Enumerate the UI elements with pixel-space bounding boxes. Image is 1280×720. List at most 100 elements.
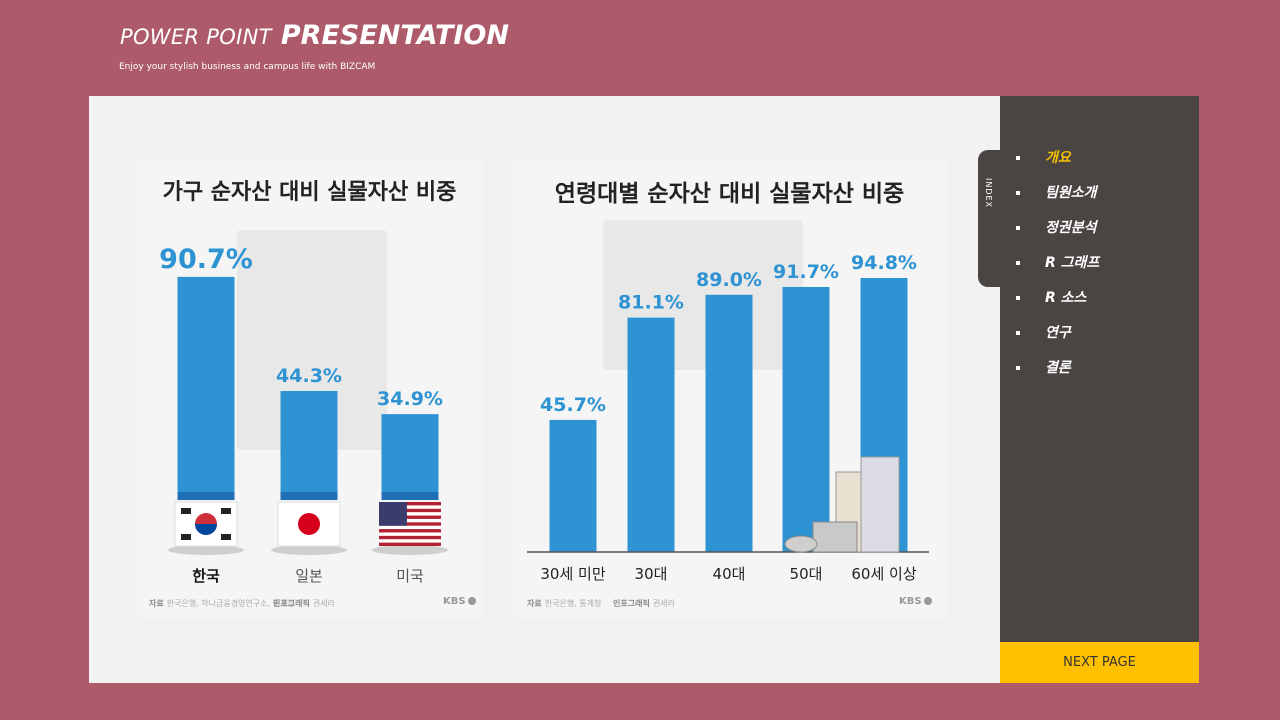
bullet-icon xyxy=(1016,191,1020,195)
bar-base xyxy=(177,492,235,500)
chart-panel-country: 가구 순자산 대비 실물자산 비중 90.7% 한국 44.3% 일본 34.9% 미국 … xyxy=(137,160,482,618)
menu-item-1[interactable]: 개요 xyxy=(1016,146,1099,181)
bar xyxy=(280,391,338,500)
menu-item-2[interactable]: 팀원소개 xyxy=(1016,181,1099,216)
menu-item-label: R 소스 xyxy=(1045,290,1087,306)
chart-title: 가구 순자산 대비 실물자산 비중 xyxy=(162,180,457,205)
flag-stripe xyxy=(379,508,441,513)
title-power-point: POWER POINT xyxy=(120,25,272,49)
index-tab-label: INDEX xyxy=(984,178,993,209)
taeguk-blue xyxy=(195,524,217,535)
value-label: 81.1% xyxy=(618,292,684,314)
category-label: 50대 xyxy=(790,565,823,583)
next-page-button[interactable]: NEXT PAGE xyxy=(1000,642,1199,683)
usa-flag-icon xyxy=(372,502,448,555)
value-label: 44.3% xyxy=(276,365,342,387)
menu-item-label: 결론 xyxy=(1045,360,1071,376)
bar xyxy=(549,419,597,552)
chart-source: 자료 한국은행, 하나금융경영연구소, 통계청 xyxy=(149,598,295,609)
bar xyxy=(705,294,753,552)
index-sidebar xyxy=(1000,96,1199,683)
menu-item-label: R 그래프 xyxy=(1045,255,1100,271)
bullet-icon xyxy=(1016,156,1020,160)
menu-item-label: 팀원소개 xyxy=(1045,185,1097,201)
bullet-icon xyxy=(1016,261,1020,265)
slide-content-area: 가구 순자산 대비 실물자산 비중 90.7% 한국 44.3% 일본 34.9% 미국 … xyxy=(89,96,1000,683)
value-label: 34.9% xyxy=(377,388,443,410)
flag-shadow xyxy=(271,545,347,555)
category-label: 60세 이상 xyxy=(851,565,916,583)
flag-stripe xyxy=(379,529,441,533)
presentation-title: POWER POINT PRESENTATION xyxy=(120,20,509,51)
value-label: 89.0% xyxy=(696,269,762,291)
chart-source: 자료 한국은행, 통계청 xyxy=(527,598,601,609)
credit-text: 권세라 xyxy=(652,599,675,608)
flag-stripe xyxy=(379,522,441,526)
category-label: 한국 xyxy=(192,567,220,585)
value-label: 90.7% xyxy=(159,244,253,275)
menu-item-label: 연구 xyxy=(1045,325,1071,341)
kbs-logo: KBS xyxy=(899,596,932,607)
bar xyxy=(782,286,830,552)
flag-shadow xyxy=(372,545,448,555)
flag-stripe xyxy=(379,502,441,506)
category-label: 30대 xyxy=(635,565,668,583)
menu-item-4[interactable]: R 그래프 xyxy=(1016,251,1099,286)
menu-item-label: 개요 xyxy=(1045,150,1071,166)
trigram xyxy=(181,508,191,514)
hinomaru xyxy=(298,513,320,535)
chart-plot-country: 90.7% 한국 44.3% 일본 34.9% 미국 xyxy=(159,244,448,585)
source-label: 자료 xyxy=(527,599,542,608)
bar xyxy=(177,276,235,500)
buildings-illustration xyxy=(784,456,900,553)
menu-item-6[interactable]: 연구 xyxy=(1016,321,1099,356)
flag-stripe xyxy=(379,515,441,519)
bar xyxy=(627,317,675,552)
chart-credit: 인포그래픽 권세라 xyxy=(273,598,335,609)
korea-flag-icon xyxy=(168,501,244,555)
chart-credit: 인포그래픽 권세라 xyxy=(613,598,675,609)
kbs-logo: KBS xyxy=(443,596,476,607)
bar-base xyxy=(381,492,439,500)
trigram xyxy=(221,508,231,514)
bar xyxy=(381,414,439,500)
source-text: 한국은행, 통계청 xyxy=(544,599,602,608)
title-presentation: PRESENTATION xyxy=(280,20,509,51)
source-text: 한국은행, 하나금융경영연구소, 통계청 xyxy=(166,599,295,608)
bar-base xyxy=(280,492,338,500)
menu-item-7[interactable]: 결론 xyxy=(1016,356,1099,391)
menu-item-label: 정권분석 xyxy=(1045,220,1097,236)
bullet-icon xyxy=(1016,226,1020,230)
flag-stripe xyxy=(379,535,441,540)
source-label: 자료 xyxy=(149,599,164,608)
flag-stripe xyxy=(379,542,441,546)
category-label: 일본 xyxy=(295,567,323,585)
coin-stack xyxy=(784,535,818,553)
flag-canton xyxy=(379,502,407,526)
category-label: 미국 xyxy=(396,567,424,585)
value-label: 91.7% xyxy=(773,261,839,283)
value-label: 45.7% xyxy=(540,394,606,416)
presentation-subtitle: Enjoy your stylish business and campus l… xyxy=(119,62,376,72)
bullet-icon xyxy=(1016,366,1020,370)
menu-item-3[interactable]: 정권분석 xyxy=(1016,216,1099,251)
flag-shadow xyxy=(168,545,244,555)
credit-label: 인포그래픽 xyxy=(273,599,310,608)
credit-label: 인포그래픽 xyxy=(613,599,650,608)
menu-item-5[interactable]: R 소스 xyxy=(1016,286,1099,321)
category-label: 40대 xyxy=(713,565,746,583)
money-stack xyxy=(812,521,858,553)
bullet-icon xyxy=(1016,331,1020,335)
chart-title: 연령대별 순자산 대비 실물자산 비중 xyxy=(554,181,905,207)
index-tab[interactable]: INDEX xyxy=(978,150,1018,287)
credit-text: 권세라 xyxy=(312,599,335,608)
bullet-icon xyxy=(1016,296,1020,300)
building-tall xyxy=(860,456,900,553)
chart-panel-age: 연령대별 순자산 대비 실물자산 비중 45.7% 30세 미만 81.1% 30대 8… xyxy=(513,160,946,618)
value-label: 94.8% xyxy=(851,252,917,274)
trigram xyxy=(221,534,231,540)
category-label: 30세 미만 xyxy=(540,565,605,583)
japan-flag-icon xyxy=(271,501,347,555)
trigram xyxy=(181,534,191,540)
